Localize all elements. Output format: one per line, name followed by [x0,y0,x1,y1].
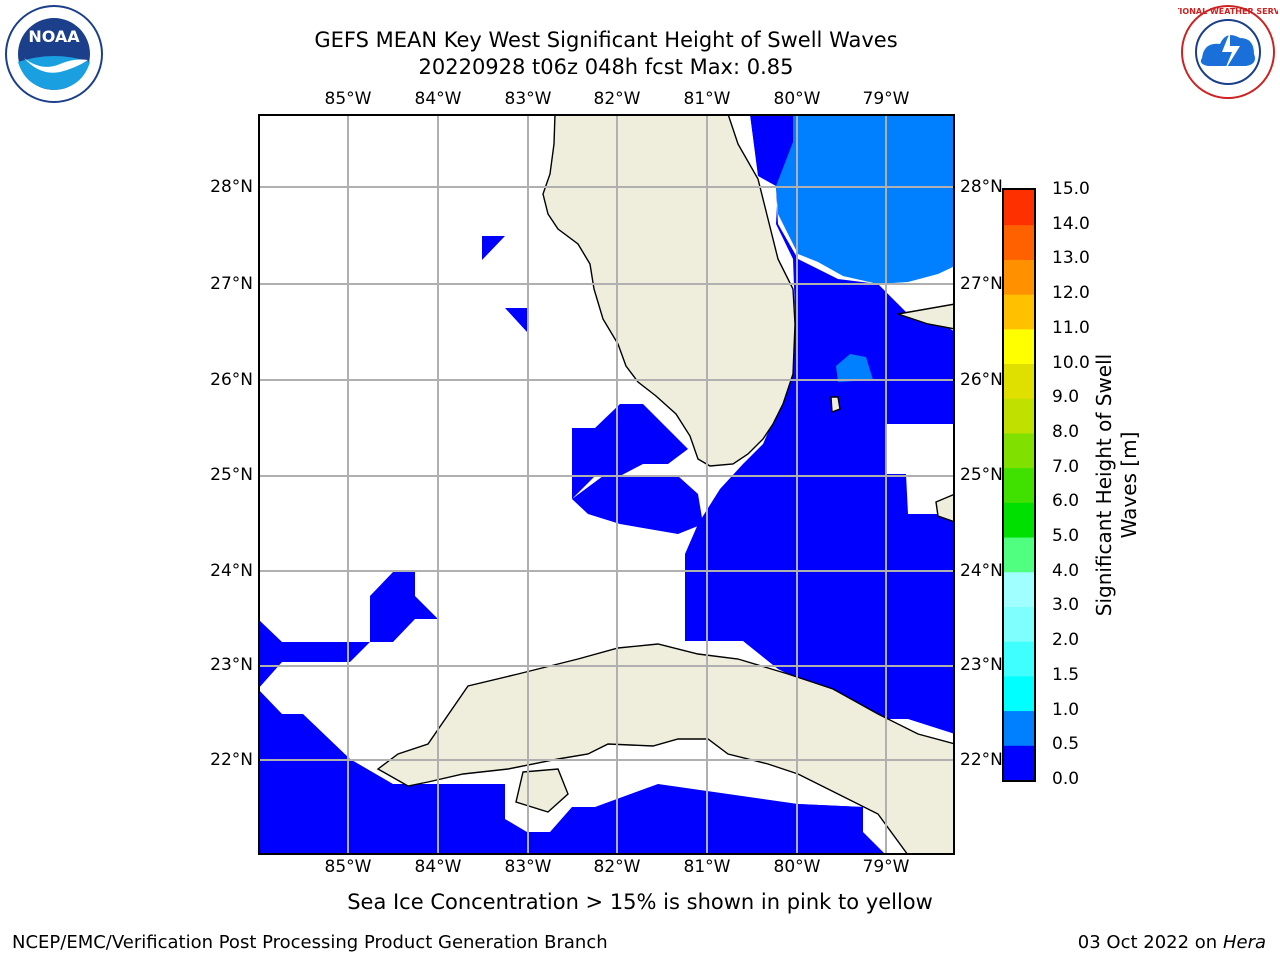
colorbar-segment [1004,294,1034,330]
lon-label-bottom: 83°W [504,857,552,877]
lon-label-top: 79°W [862,89,910,109]
title-line-1: GEFS MEAN Key West Significant Height of… [314,28,898,52]
lon-label-bottom: 84°W [414,857,462,877]
colorbar-tick-label: 1.0 [1052,699,1080,720]
svg-text:NATIONAL WEATHER SERVICE: NATIONAL WEATHER SERVICE [1178,7,1278,16]
colorbar-segment [1004,190,1034,226]
colorbar-label: Significant Height of Swell Waves [m] [1092,353,1141,617]
colorbar-segment [1004,502,1034,538]
colorbar-segment [1004,710,1034,746]
lat-label-right: 26°N [960,370,1003,390]
colorbar-tick-label: 12.0 [1052,283,1090,304]
nws-logo: NATIONAL WEATHER SERVICE [1178,5,1278,99]
colorbar-tick-label: 4.0 [1052,560,1080,581]
colorbar-segment [1004,432,1034,469]
sea-ice-note: Sea Ice Concentration > 15% is shown in … [347,890,933,914]
colorbar-tick-label: 14.0 [1052,213,1090,234]
colorbar-tick-label: 0.5 [1052,734,1080,755]
noaa-logo-text: NOAA [28,27,80,46]
colorbar-tick-label: 8.0 [1052,421,1080,442]
lon-label-top: 85°W [324,89,372,109]
colorbar-segment [1004,363,1034,399]
footer-date: 03 Oct 2022 on Hera [1078,932,1266,953]
lon-label-bottom: 82°W [593,857,641,877]
swell-field-low [258,114,955,855]
lon-label-top: 84°W [414,89,462,109]
colorbar-tick-label: 6.0 [1052,491,1080,512]
colorbar-segment [1004,745,1034,781]
lon-label-top: 83°W [504,89,552,109]
lat-label-left: 26°N [210,370,253,390]
colorbar-tick-label: 1.5 [1052,664,1080,685]
lon-label-bottom: 79°W [862,857,910,877]
lat-label-right: 25°N [960,465,1003,485]
lon-label-top: 82°W [593,89,641,109]
footer-host: Hera [1222,932,1266,953]
lat-label-right: 24°N [960,561,1003,581]
lat-label-right: 23°N [960,655,1003,675]
lat-label-left: 28°N [210,177,253,197]
colorbar-segment [1004,224,1034,260]
lat-label-left: 23°N [210,655,253,675]
colorbar-tick-label: 9.0 [1052,387,1080,408]
land [376,114,955,855]
graticule [258,114,955,855]
colorbar-tick-label: 10.0 [1052,352,1090,373]
colorbar-segment [1004,398,1034,434]
colorbar-segment [1004,328,1034,365]
lat-label-right: 27°N [960,274,1003,294]
colorbar-tick-label: 0.0 [1052,769,1080,789]
colorbar-segment [1004,606,1034,642]
lon-label-top: 80°W [773,89,821,109]
colorbar-tick-label: 15.0 [1052,179,1090,199]
colorbar-segment [1004,467,1034,503]
lat-label-right: 28°N [960,177,1003,197]
lon-label-top: 81°W [683,89,731,109]
colorbar-tick-label: 3.0 [1052,595,1080,616]
colorbar-segment [1004,675,1034,712]
colorbar-tick-label: 2.0 [1052,630,1080,651]
lon-label-bottom: 80°W [773,857,821,877]
colorbar-tick-label: 13.0 [1052,248,1090,269]
colorbar-tick-label: 5.0 [1052,526,1080,547]
colorbar-segment [1004,571,1034,607]
footer-date-text: 03 Oct 2022 on [1077,932,1223,953]
footer-credit: NCEP/EMC/Verification Post Processing Pr… [12,932,608,953]
lon-label-bottom: 85°W [324,857,372,877]
colorbar-segment [1004,537,1034,573]
lat-label-left: 22°N [210,750,253,770]
colorbar-tick-label: 7.0 [1052,456,1080,477]
lat-label-left: 24°N [210,561,253,581]
colorbar-tick-label: 11.0 [1052,317,1090,338]
swell-field-mid [776,114,955,382]
title-line-2: 20220928 t06z 048h fcst Max: 0.85 [418,55,794,79]
map-panel [258,114,955,855]
colorbar [1002,188,1036,782]
noaa-logo: NOAA [5,5,103,103]
colorbar-segment [1004,259,1034,295]
colorbar-segment [1004,641,1034,677]
lat-label-left: 25°N [210,465,253,485]
lon-label-bottom: 81°W [683,857,731,877]
lat-label-right: 22°N [960,750,1003,770]
lat-label-left: 27°N [210,274,253,294]
